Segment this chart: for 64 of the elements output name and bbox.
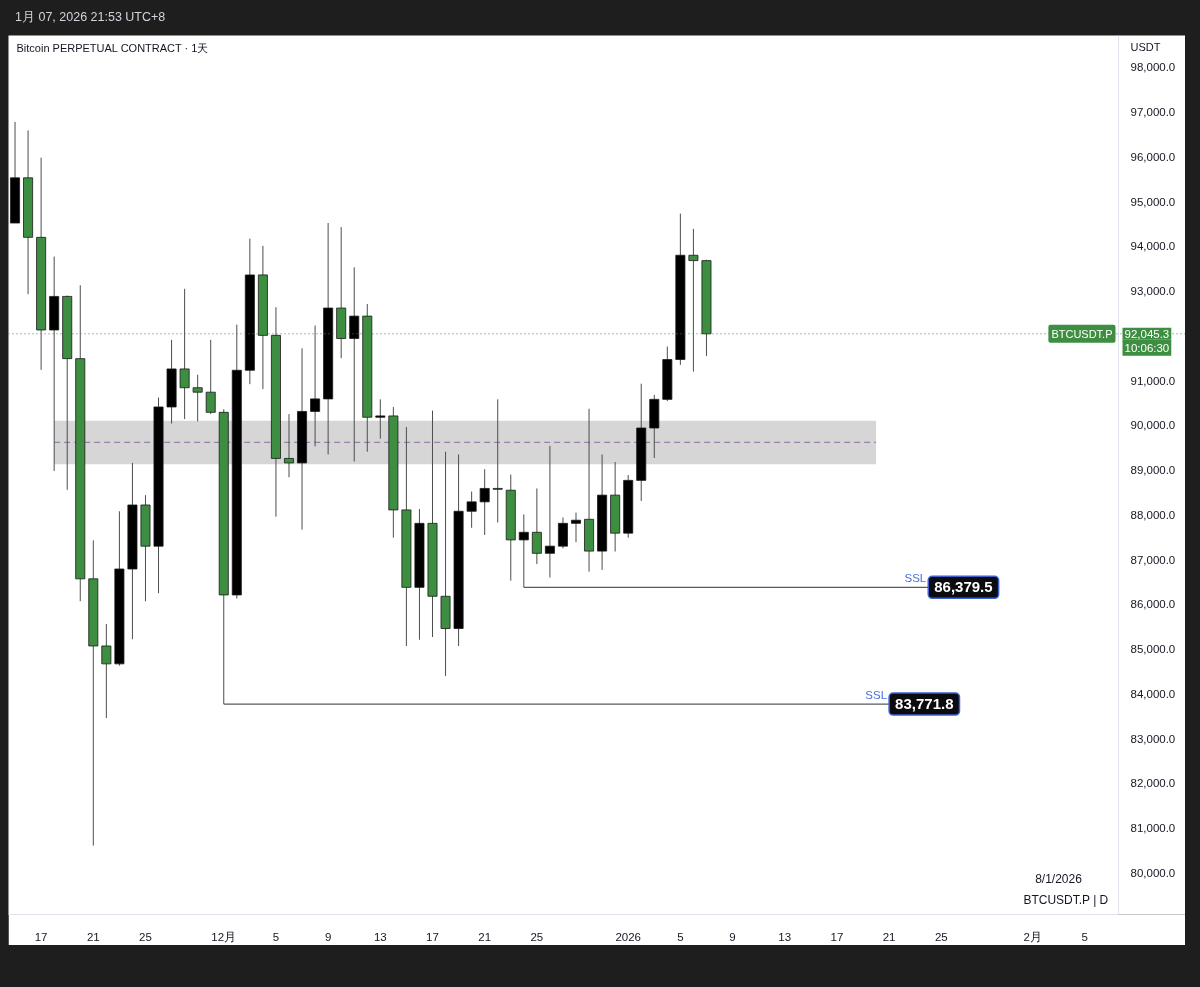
y-tick-label: 96,000.0: [1130, 150, 1176, 163]
ref-line-label: BTCUSDT.P: [1051, 327, 1113, 340]
candlestick: [284, 413, 294, 478]
x-tick-label: 9: [729, 930, 736, 943]
candlestick: [571, 512, 581, 543]
x-tick-label: 25: [934, 930, 948, 943]
y-tick-label: 82,000.0: [1130, 777, 1176, 790]
y-tick-label: 88,000.0: [1130, 508, 1176, 521]
candlestick: [518, 513, 529, 588]
text: 1月 07, 2026 21:53 UTC+8: [15, 9, 166, 26]
x-tick-label: 9: [324, 930, 332, 943]
x-tick-label: 2月: [1023, 930, 1042, 943]
text: Bitcoin PERPETUAL CONTRACT · 1天: [16, 41, 209, 54]
candlestick: [192, 374, 203, 422]
annotation: 8/1/2026: [1035, 871, 1083, 886]
y-tick-label: 97,000.0: [1130, 106, 1176, 119]
candlestick: [531, 487, 542, 565]
y-tick-label: 95,000.0: [1130, 195, 1176, 208]
x-tick-label: 25: [530, 930, 544, 943]
y-tick-label: 85,000.0: [1130, 643, 1176, 656]
x-tick-label: 5: [677, 930, 684, 943]
y-tick-label: 98,000.0: [1130, 61, 1176, 74]
candlestick: [479, 468, 490, 536]
candlestick: [492, 398, 503, 523]
candlestick: [205, 339, 216, 415]
annotation: 86,379.5: [934, 578, 993, 596]
candlestick: [557, 517, 568, 549]
series-label: SSL: [865, 689, 888, 702]
candlestick: [375, 398, 386, 440]
y-tick-label: 90,000.0: [1130, 419, 1176, 432]
x-tick-label: 17: [426, 930, 439, 943]
x-tick-label: 25: [139, 930, 152, 943]
candlestick: [349, 266, 360, 463]
x-tick-label: 21: [882, 930, 896, 943]
candlestick: [544, 445, 555, 578]
x-tick-label: 21: [86, 930, 100, 943]
y-tick-label: 84,000.0: [1130, 687, 1176, 700]
candlestick: [466, 491, 477, 529]
y-axis-title: USDT: [1130, 40, 1161, 53]
text: 10:06:30: [1124, 341, 1170, 354]
x-tick-label: 13: [778, 930, 792, 943]
x-tick-label: 21: [478, 930, 492, 943]
y-tick-label: 89,000.0: [1130, 464, 1176, 477]
y-tick-label: 80,000.0: [1130, 866, 1176, 879]
y-tick-label: 83,000.0: [1130, 732, 1176, 745]
x-tick-label: 2026: [615, 930, 641, 943]
y-tick-label: 86,000.0: [1130, 598, 1176, 611]
x-tick-label: 5: [1081, 930, 1089, 943]
x-tick-label: 5: [272, 930, 280, 943]
y-tick-label: 93,000.0: [1130, 285, 1176, 298]
x-tick-label: 12月: [211, 930, 237, 943]
candlestick: [310, 325, 321, 447]
x-tick-label: 17: [34, 930, 48, 943]
y-tick-label: 87,000.0: [1130, 553, 1176, 566]
x-tick-label: 17: [830, 930, 844, 943]
candlestick: [101, 623, 112, 719]
y-tick-label: 81,000.0: [1130, 822, 1176, 835]
series-label: SSL: [904, 572, 927, 585]
y-tick-label: 91,000.0: [1130, 374, 1176, 387]
y-tick-label: 94,000.0: [1130, 240, 1176, 253]
annotation: 83,771.8: [895, 695, 954, 713]
annotation: BTCUSDT.P | D: [1023, 892, 1109, 907]
annotation: 92,045.3: [1124, 327, 1170, 340]
x-tick-label: 13: [373, 930, 387, 943]
